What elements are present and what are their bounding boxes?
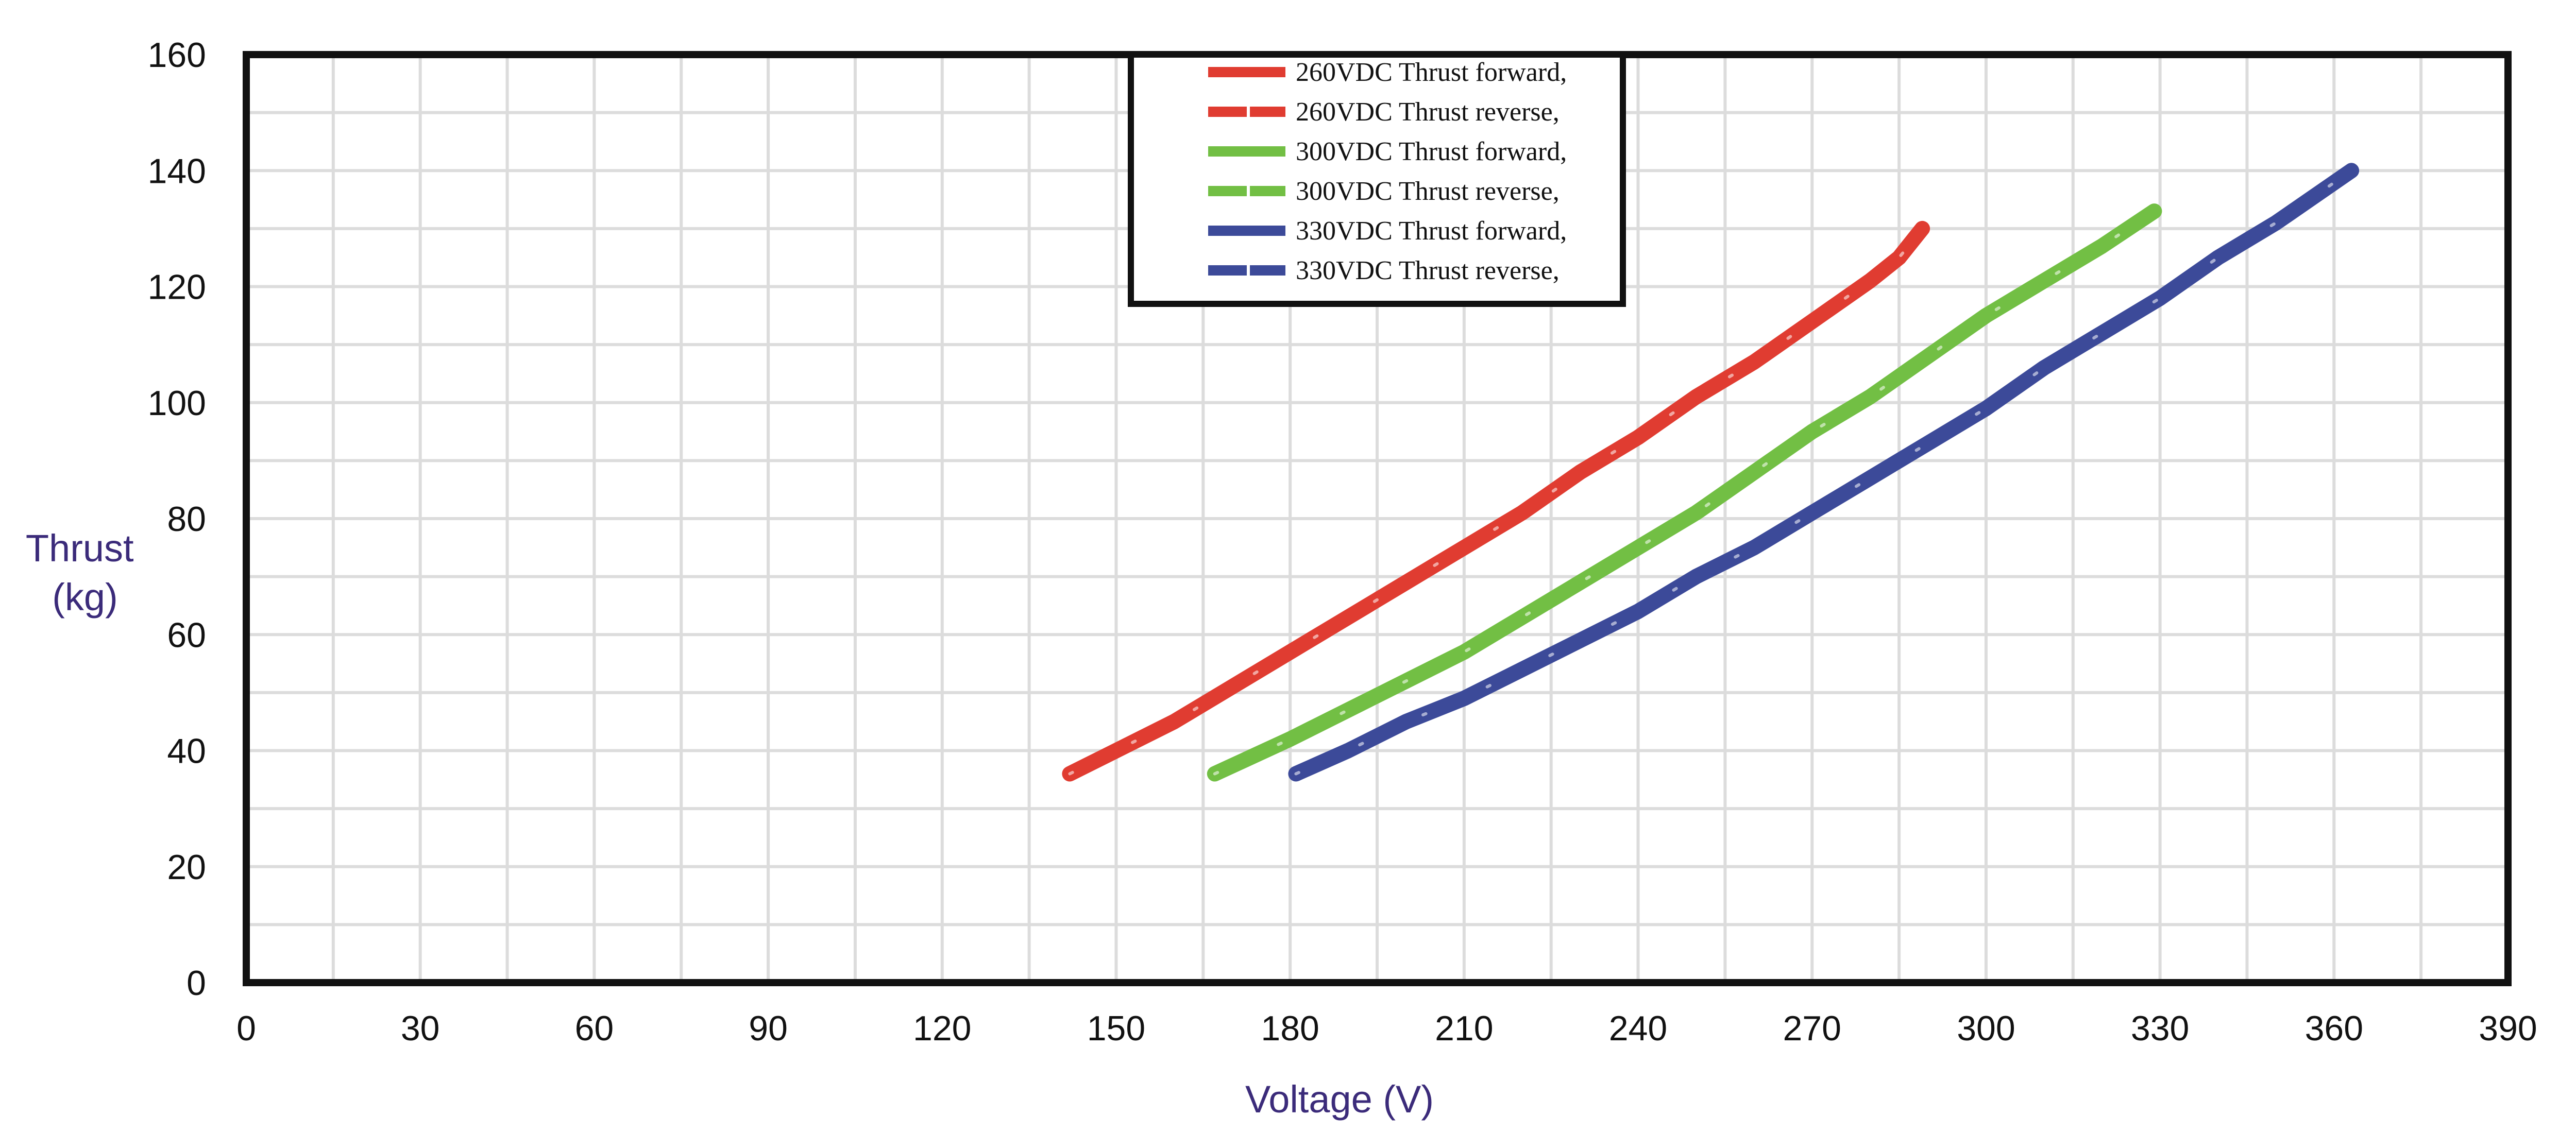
legend-label: 300VDC Thrust reverse, [1296,177,1560,206]
y-tick-label: 60 [167,615,206,655]
y-tick-label: 160 [148,36,206,75]
legend-box [1128,52,1626,307]
x-tick-label: 180 [1261,1009,1319,1048]
y-tick-label: 80 [167,500,206,539]
y-tick-label: 0 [187,964,206,1003]
x-tick-label: 60 [575,1009,614,1048]
x-tick-label: 90 [749,1009,788,1048]
x-tick-label: 210 [1435,1009,1493,1048]
y-tick-label: 100 [148,384,206,423]
x-tick-label: 120 [913,1009,971,1048]
x-tick-labels: 0 30 60 90 120 150 180 210 240 270 300 330 360 390 [236,1009,2537,1048]
y-axis-title-line-2: (kg) [52,576,117,619]
x-tick-label: 300 [1957,1009,2015,1048]
series-lines [1062,163,2360,782]
y-tick-label: 120 [148,268,206,307]
x-tick-label: 360 [2305,1009,2363,1048]
legend: 260VDC Thrust forward, 260VDC Thrust reve… [1128,52,1626,307]
legend-label: 260VDC Thrust forward, [1296,58,1567,87]
y-tick-label: 140 [148,151,206,191]
x-tick-label: 150 [1087,1009,1145,1048]
x-tick-label: 240 [1609,1009,1667,1048]
y-tick-labels: 0 20 40 60 80 100 120 140 160 [148,36,206,1003]
legend-label: 260VDC Thrust reverse, [1296,97,1560,127]
y-axis-title: Thrust (kg) [26,527,144,619]
x-tick-label: 390 [2479,1009,2537,1048]
y-axis-title-line-1: Thrust [26,527,134,570]
legend-label: 330VDC Thrust reverse, [1296,256,1560,285]
x-tick-label: 0 [236,1009,256,1048]
y-tick-label: 20 [167,848,206,887]
x-tick-label: 30 [401,1009,440,1048]
series-line-5 [1288,163,2360,782]
x-tick-label: 330 [2131,1009,2189,1048]
series-line-3 [1207,203,2162,782]
y-tick-label: 40 [167,732,206,771]
x-tick-label: 270 [1783,1009,1841,1048]
legend-label: 330VDC Thrust forward, [1296,216,1567,246]
series-line-1 [1062,220,1930,782]
x-axis-title: Voltage (V) [1245,1078,1434,1121]
legend-label: 300VDC Thrust forward, [1296,137,1567,166]
